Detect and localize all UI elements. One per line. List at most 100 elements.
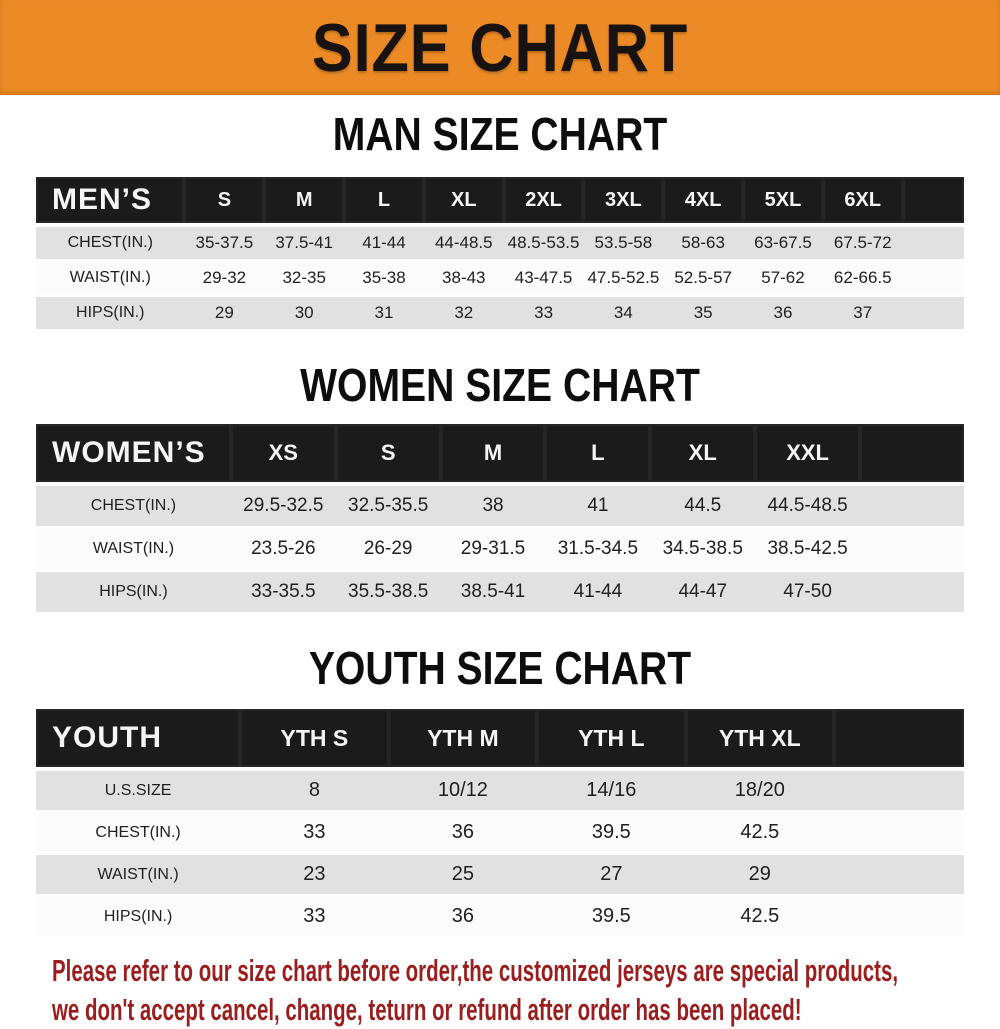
size-value-cell: 44-48.5 bbox=[423, 227, 504, 262]
size-value-cell: 32.5-35.5 bbox=[335, 486, 441, 529]
size-value-cell: 30 bbox=[264, 297, 345, 332]
youth-size-table: YOUTH YTH S YTH M YTH L YTH XL U.S.SIZE 8 10/12… bbox=[36, 709, 964, 939]
column-header: L bbox=[344, 177, 424, 227]
size-value-cell: 33 bbox=[503, 297, 584, 332]
size-value-cell: 35.5-38.5 bbox=[335, 572, 441, 615]
note-line-2: we don't accept cancel, change, teturn o… bbox=[52, 992, 802, 1028]
table-group-label: YOUTH bbox=[36, 709, 241, 771]
size-value-cell: 18/20 bbox=[685, 771, 835, 813]
size-value-cell: 36 bbox=[743, 297, 823, 332]
size-value-cell: 58-63 bbox=[663, 227, 744, 262]
size-value-cell: 29.5-32.5 bbox=[230, 486, 336, 529]
table-row: WAIST(IN.) 29-32 32-35 35-38 38-43 43-47.5 47.… bbox=[36, 262, 964, 297]
size-value-cell: 41 bbox=[545, 486, 651, 529]
spacer-cell bbox=[860, 572, 964, 615]
table-row: CHEST(IN.) 35-37.5 37.5-41 41-44 44-48.5 48.5… bbox=[36, 227, 964, 262]
column-header: XL bbox=[650, 424, 756, 486]
women-size-section: WOMEN SIZE CHART WOMEN’S XS S M L XL XXL CHEST(… bbox=[0, 362, 1000, 615]
size-value-cell: 38.5-41 bbox=[440, 572, 546, 615]
size-value-cell: 29-32 bbox=[184, 262, 265, 297]
man-section-title: MAN SIZE CHART bbox=[332, 108, 668, 160]
column-header: 3XL bbox=[583, 177, 664, 227]
size-value-cell: 29-31.5 bbox=[440, 529, 546, 572]
column-header: YTH XL bbox=[685, 709, 835, 771]
size-value-cell: 47-50 bbox=[755, 572, 861, 615]
size-value-cell: 10/12 bbox=[388, 771, 538, 813]
spacer-cell bbox=[834, 709, 964, 771]
column-header: YTH L bbox=[537, 709, 686, 771]
column-header: M bbox=[264, 177, 345, 227]
size-value-cell: 39.5 bbox=[537, 897, 686, 939]
spacer-cell bbox=[902, 227, 964, 262]
size-value-cell: 39.5 bbox=[537, 813, 686, 855]
size-value-cell: 48.5-53.5 bbox=[503, 227, 584, 262]
table-row: WAIST(IN.) 23.5-26 26-29 29-31.5 31.5-34.5 34… bbox=[36, 529, 964, 572]
note-line-1: Please refer to our size chart before or… bbox=[52, 953, 899, 988]
women-section-title: WOMEN SIZE CHART bbox=[300, 359, 700, 411]
column-header: L bbox=[545, 424, 651, 486]
column-header: M bbox=[440, 424, 546, 486]
size-value-cell: 41-44 bbox=[545, 572, 651, 615]
row-label: U.S.SIZE bbox=[36, 771, 241, 813]
row-label: HIPS(IN.) bbox=[36, 897, 241, 939]
size-value-cell: 44.5-48.5 bbox=[755, 486, 861, 529]
size-value-cell: 34.5-38.5 bbox=[650, 529, 756, 572]
row-label: CHEST(IN.) bbox=[36, 227, 185, 262]
table-row: HIPS(IN.) 33 36 39.5 42.5 bbox=[36, 897, 964, 939]
header-row: YOUTH YTH S YTH M YTH L YTH XL bbox=[36, 709, 964, 771]
size-value-cell: 43-47.5 bbox=[503, 262, 584, 297]
size-value-cell: 33-35.5 bbox=[230, 572, 336, 615]
size-value-cell: 35 bbox=[663, 297, 744, 332]
size-value-cell: 31 bbox=[344, 297, 424, 332]
size-value-cell: 47.5-52.5 bbox=[583, 262, 664, 297]
size-value-cell: 36 bbox=[388, 897, 538, 939]
size-value-cell: 35-38 bbox=[344, 262, 424, 297]
size-value-cell: 34 bbox=[583, 297, 664, 332]
spacer-cell bbox=[860, 486, 964, 529]
column-header: S bbox=[184, 177, 265, 227]
column-header: XL bbox=[423, 177, 504, 227]
table-row: HIPS(IN.) 29 30 31 32 33 34 35 36 37 bbox=[36, 297, 964, 332]
row-label: WAIST(IN.) bbox=[36, 855, 241, 897]
size-value-cell: 63-67.5 bbox=[743, 227, 823, 262]
size-value-cell: 41-44 bbox=[344, 227, 424, 262]
size-value-cell: 57-62 bbox=[743, 262, 823, 297]
spacer-cell bbox=[902, 262, 964, 297]
spacer-cell bbox=[902, 177, 964, 227]
spacer-cell bbox=[834, 813, 964, 855]
size-value-cell: 44.5 bbox=[650, 486, 756, 529]
size-value-cell: 27 bbox=[537, 855, 686, 897]
size-value-cell: 53.5-58 bbox=[583, 227, 664, 262]
table-row: WAIST(IN.) 23 25 27 29 bbox=[36, 855, 964, 897]
row-label: CHEST(IN.) bbox=[36, 486, 231, 529]
size-value-cell: 8 bbox=[240, 771, 389, 813]
table-row: U.S.SIZE 8 10/12 14/16 18/20 bbox=[36, 771, 964, 813]
table-group-label: WOMEN’S bbox=[36, 424, 231, 486]
size-value-cell: 14/16 bbox=[537, 771, 686, 813]
size-value-cell: 25 bbox=[388, 855, 538, 897]
column-header: 6XL bbox=[822, 177, 903, 227]
row-label: HIPS(IN.) bbox=[36, 572, 231, 615]
row-label: HIPS(IN.) bbox=[36, 297, 185, 332]
column-header: 2XL bbox=[503, 177, 584, 227]
size-value-cell: 26-29 bbox=[335, 529, 441, 572]
size-value-cell: 23.5-26 bbox=[230, 529, 336, 572]
size-value-cell: 42.5 bbox=[685, 897, 835, 939]
man-size-table: MEN’S S M L XL 2XL 3XL 4XL 5XL 6XL CHEST(IN.) 35-37… bbox=[36, 177, 964, 332]
size-value-cell: 29 bbox=[685, 855, 835, 897]
column-header: 4XL bbox=[663, 177, 744, 227]
row-label: WAIST(IN.) bbox=[36, 529, 231, 572]
spacer-cell bbox=[834, 771, 964, 813]
size-value-cell: 52.5-57 bbox=[663, 262, 744, 297]
row-label: CHEST(IN.) bbox=[36, 813, 241, 855]
column-header: XXL bbox=[755, 424, 861, 486]
size-value-cell: 67.5-72 bbox=[822, 227, 903, 262]
size-value-cell: 44-47 bbox=[650, 572, 756, 615]
size-value-cell: 38.5-42.5 bbox=[755, 529, 861, 572]
size-value-cell: 31.5-34.5 bbox=[545, 529, 651, 572]
column-header: 5XL bbox=[743, 177, 823, 227]
column-header: S bbox=[335, 424, 441, 486]
row-label: WAIST(IN.) bbox=[36, 262, 185, 297]
table-row: HIPS(IN.) 33-35.5 35.5-38.5 38.5-41 41-44 44-… bbox=[36, 572, 964, 615]
